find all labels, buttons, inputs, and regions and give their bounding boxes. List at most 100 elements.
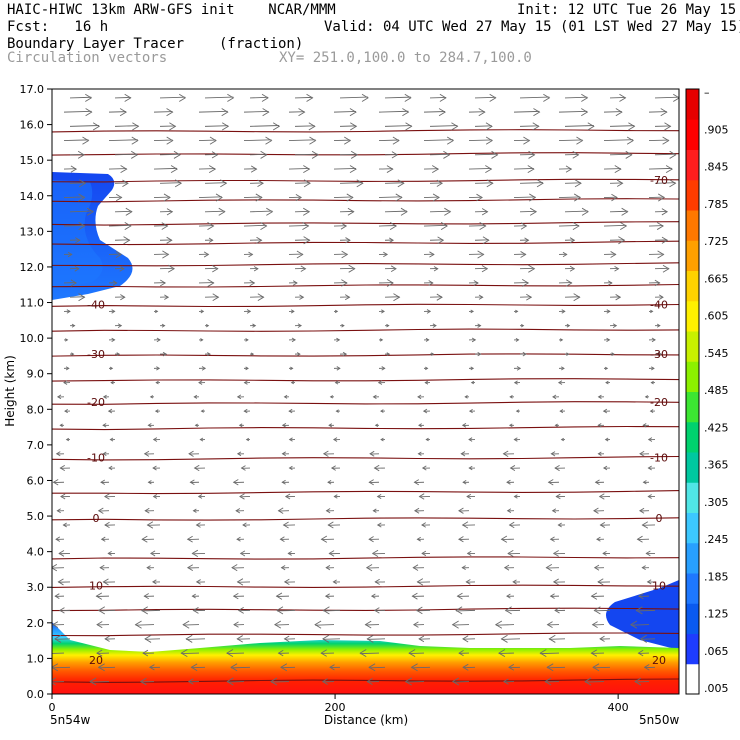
- circulation-vector-head: [55, 536, 61, 542]
- circulation-vector-head: [262, 108, 270, 117]
- colorbar-swatch: [686, 573, 699, 604]
- colorbar-swatch: [686, 391, 699, 423]
- circulation-vector: [648, 139, 669, 142]
- circulation-vector-head: [473, 280, 479, 286]
- circulation-vector-head: [147, 423, 152, 428]
- isotherm-label: 10: [652, 579, 666, 592]
- circulation-vector-head: [95, 592, 103, 600]
- circulation-vector-head: [188, 450, 194, 457]
- circulation-vector-head: [386, 323, 390, 328]
- circulation-vector: [654, 153, 676, 156]
- circulation-vector: [153, 139, 173, 142]
- circulation-vector-head: [146, 521, 154, 529]
- circulation-vector: [384, 182, 404, 184]
- circulation-vector-head: [66, 309, 71, 314]
- circulation-vector-head: [205, 323, 210, 328]
- circulation-vector-head: [498, 649, 506, 658]
- circulation-vector-head: [421, 465, 427, 471]
- circulation-vector-head: [250, 352, 255, 356]
- circulation-vector-head: [67, 251, 73, 258]
- circulation-vector-head: [644, 395, 649, 399]
- circulation-vector: [108, 139, 138, 142]
- circulation-vector: [603, 111, 622, 113]
- circulation-vector: [294, 125, 315, 127]
- circulation-vector-head: [615, 294, 622, 301]
- circulation-vector-head: [557, 380, 563, 385]
- isotherm-line: [52, 198, 679, 203]
- circulation-vector-head: [70, 279, 78, 287]
- circulation-vector-head: [421, 522, 426, 528]
- isotherm-label: 20: [89, 654, 103, 667]
- circulation-vector-head: [515, 337, 520, 342]
- circulation-vector-head: [485, 136, 494, 145]
- circulation-vector-head: [288, 437, 293, 442]
- circulation-vector-head: [78, 293, 86, 302]
- circulation-vector-head: [328, 423, 333, 428]
- circulation-vector-head: [152, 579, 157, 585]
- circulation-vector: [513, 110, 540, 113]
- circulation-vector-head: [604, 437, 609, 442]
- circulation-vector-head: [458, 507, 464, 514]
- circulation-vector-head: [405, 122, 413, 131]
- vector-field-name: Circulation vectors: [7, 50, 168, 66]
- circulation-vector-head: [296, 250, 304, 259]
- circulation-vector: [339, 96, 369, 99]
- circulation-vector-head: [146, 565, 151, 571]
- circulation-vector-head: [637, 649, 644, 657]
- circulation-vector-head: [291, 337, 297, 343]
- circulation-vector-head: [179, 93, 187, 102]
- circulation-vector-head: [645, 550, 651, 557]
- circulation-vector-head: [334, 309, 339, 314]
- circulation-vector-head: [52, 479, 59, 486]
- circulation-vector-head: [425, 337, 430, 342]
- circulation-vector-head: [194, 423, 198, 428]
- plot-area: [52, 89, 679, 694]
- circulation-vector-head: [116, 352, 121, 356]
- circulation-vector: [411, 666, 431, 669]
- circulation-vector-head: [166, 108, 174, 117]
- circulation-vector-head: [565, 279, 573, 287]
- circulation-vector-head: [462, 663, 469, 671]
- circulation-vector-head: [144, 507, 150, 514]
- circulation-vector-head: [322, 450, 329, 457]
- y-tick-label: 15.0: [20, 154, 45, 167]
- circulation-vector-head: [132, 122, 140, 131]
- circulation-vector-head: [261, 93, 269, 102]
- circulation-vector-head: [308, 122, 316, 131]
- circulation-vector: [378, 225, 397, 227]
- circulation-vector-head: [515, 309, 519, 314]
- circulation-vector: [654, 96, 679, 99]
- circulation-vector-head: [167, 264, 175, 273]
- circulation-vector-head: [246, 309, 252, 314]
- circulation-vector-head: [85, 108, 93, 117]
- circulation-vector-head: [559, 338, 564, 342]
- circulation-vector-head: [245, 437, 250, 442]
- circulation-vector-head: [545, 564, 553, 572]
- circulation-vector-head: [344, 294, 351, 301]
- circulation-vector-head: [386, 352, 391, 357]
- circulation-vector-head: [62, 522, 67, 528]
- circulation-vector-head: [186, 535, 193, 543]
- circulation-vector-head: [243, 408, 248, 414]
- isotherm-line: [52, 632, 679, 637]
- circulation-vector: [593, 666, 611, 669]
- circulation-vector-head: [368, 663, 376, 672]
- circulation-vector-head: [443, 150, 451, 159]
- circulation-vector-head: [86, 207, 94, 216]
- circulation-vector: [333, 196, 353, 198]
- colorbar-swatch: [686, 331, 699, 362]
- circulation-vector-head: [56, 394, 62, 400]
- circulation-vector-head: [58, 550, 65, 557]
- isotherm-line: [52, 328, 679, 332]
- circulation-vector: [108, 224, 131, 227]
- isotherm-line: [52, 401, 679, 405]
- circulation-vector-head: [548, 634, 556, 643]
- circulation-vector-head: [130, 150, 139, 159]
- y-tick-label: 1.0: [27, 652, 45, 665]
- circulation-vector-head: [287, 551, 292, 556]
- colorbar-label: .065: [704, 645, 729, 658]
- circulation-vector-head: [508, 521, 515, 529]
- circulation-vector-head: [458, 536, 464, 543]
- colorbar-swatch: [686, 179, 699, 211]
- circulation-vector: [270, 681, 290, 683]
